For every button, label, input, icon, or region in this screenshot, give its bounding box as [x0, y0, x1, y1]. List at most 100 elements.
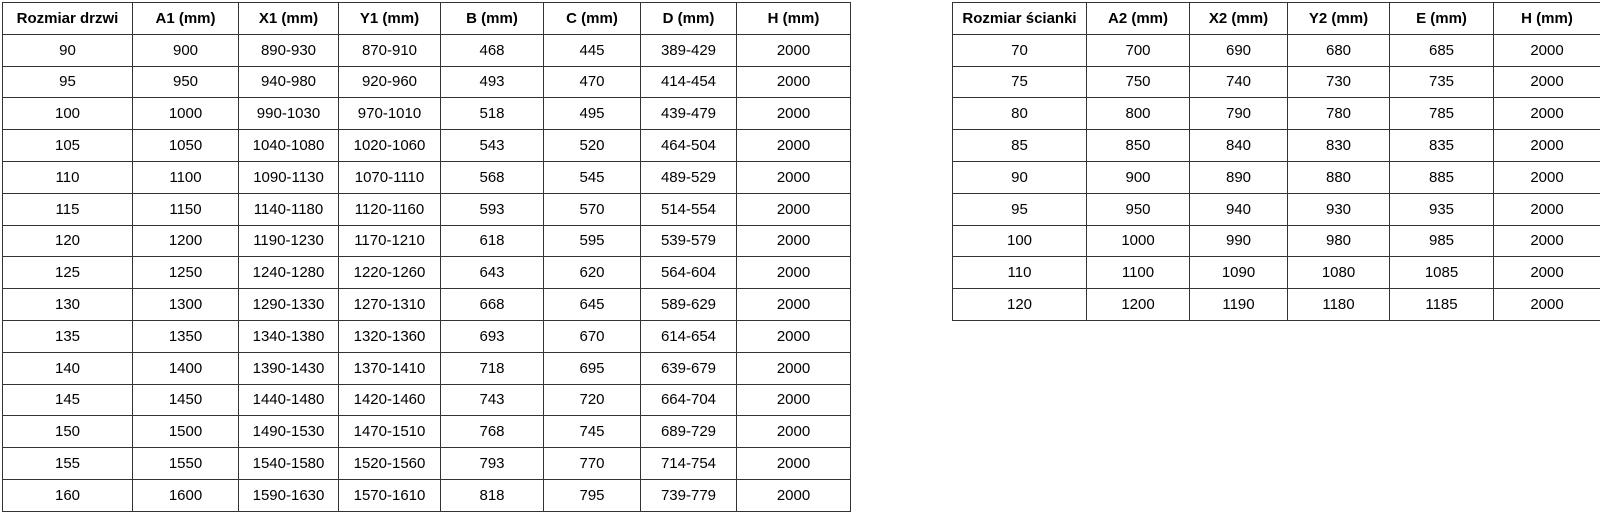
table-row: 85 850 840 830 835 2000: [952, 129, 1600, 162]
table-cell: 1200: [132, 224, 239, 258]
table-cell: 1000: [132, 97, 239, 131]
table-cell: 695: [543, 351, 641, 385]
table-cell: 2000: [736, 224, 851, 258]
table-cell: 718: [440, 351, 544, 385]
table-cell: 2000: [1493, 97, 1600, 131]
table-cell: 2000: [736, 447, 851, 480]
table-cell: 950: [1086, 192, 1190, 226]
table-cell: 2000: [736, 478, 851, 512]
table-cell: 785: [1389, 97, 1494, 131]
table-cell: 870-910: [338, 33, 441, 67]
table-cell: 1080: [1287, 256, 1390, 290]
table-cell: 2000: [1493, 129, 1600, 162]
table-row: 110 1100 1090-1130 1070-1110 568 545 489-529 20…: [2, 160, 851, 194]
table-cell: 495: [543, 97, 641, 131]
table-cell: 1000: [1086, 224, 1190, 258]
table-cell: 940-980: [238, 65, 339, 99]
table-cell: 730: [1287, 65, 1390, 99]
table-cell: 1390-1430: [238, 351, 339, 385]
door-size-table: Rozmiar drzwi A1 (mm) X1 (mm) Y1 (mm) B (mm)…: [2, 2, 851, 512]
table-cell: 1290-1330: [238, 288, 339, 321]
table-cell: 95: [952, 192, 1087, 226]
table-row: 95 950 940-980 920-960 493 470 414-454 2000: [2, 65, 851, 99]
table-cell: 1190-1230: [238, 224, 339, 258]
table-cell: 689-729: [640, 415, 737, 449]
table-cell: 2000: [736, 160, 851, 194]
table-cell: 85: [952, 129, 1087, 162]
table-cell: 70: [952, 33, 1087, 67]
table-cell: 1185: [1389, 288, 1494, 321]
table-cell: 100: [952, 224, 1087, 258]
column-header: Y1 (mm): [338, 2, 441, 35]
table-cell: 1550: [132, 447, 239, 480]
table-cell: 2000: [1493, 256, 1600, 290]
table-cell: 2000: [1493, 33, 1600, 67]
table-cell: 1370-1410: [338, 351, 441, 385]
table-cell: 790: [1189, 97, 1288, 131]
table-cell: 135: [2, 319, 133, 353]
table-cell: 850: [1086, 129, 1190, 162]
table-cell: 2000: [736, 192, 851, 226]
table-cell: 1170-1210: [338, 224, 441, 258]
table-cell: 985: [1389, 224, 1494, 258]
table-cell: 900: [1086, 160, 1190, 194]
table-cell: 770: [543, 447, 641, 480]
table-cell: 539-579: [640, 224, 737, 258]
table-cell: 545: [543, 160, 641, 194]
table-cell: 1600: [132, 478, 239, 512]
table-cell: 890: [1189, 160, 1288, 194]
table-cell: 1200: [1086, 288, 1190, 321]
table-cell: 840: [1189, 129, 1288, 162]
table-cell: 2000: [1493, 288, 1600, 321]
table-cell: 1440-1480: [238, 383, 339, 417]
table-cell: 2000: [736, 351, 851, 385]
table-cell: 2000: [736, 319, 851, 353]
column-header: X2 (mm): [1189, 2, 1288, 35]
header-row: Rozmiar drzwi A1 (mm) X1 (mm) Y1 (mm) B (mm)…: [2, 2, 851, 35]
table-cell: 1350: [132, 319, 239, 353]
table-cell: 589-629: [640, 288, 737, 321]
table-cell: 493: [440, 65, 544, 99]
table-cell: 1490-1530: [238, 415, 339, 449]
table-cell: 1340-1380: [238, 319, 339, 353]
table-cell: 735: [1389, 65, 1494, 99]
table-cell: 1540-1580: [238, 447, 339, 480]
table-row: 125 1250 1240-1280 1220-1260 643 620 564-604 20…: [2, 256, 851, 290]
table-cell: 664-704: [640, 383, 737, 417]
column-header: H (mm): [1493, 2, 1600, 35]
table-cell: 100: [2, 97, 133, 131]
table-row: 120 1200 1190 1180 1185 2000: [952, 288, 1600, 321]
table-cell: 2000: [736, 256, 851, 290]
table-cell: 643: [440, 256, 544, 290]
table-cell: 818: [440, 478, 544, 512]
table-cell: 668: [440, 288, 544, 321]
table-cell: 940: [1189, 192, 1288, 226]
table-row: 90 900 890 880 885 2000: [952, 160, 1600, 194]
table-cell: 155: [2, 447, 133, 480]
table-cell: 595: [543, 224, 641, 258]
table-cell: 970-1010: [338, 97, 441, 131]
table-cell: 95: [2, 65, 133, 99]
table-cell: 795: [543, 478, 641, 512]
table-row: 75 750 740 730 735 2000: [952, 65, 1600, 99]
table-cell: 700: [1086, 33, 1190, 67]
table-row: 135 1350 1340-1380 1320-1360 693 670 614-654 20…: [2, 319, 851, 353]
table-cell: 2000: [736, 33, 851, 67]
table-row: 100 1000 990 980 985 2000: [952, 224, 1600, 258]
table-cell: 745: [543, 415, 641, 449]
table-cell: 890-930: [238, 33, 339, 67]
column-header: Rozmiar drzwi: [2, 2, 133, 35]
table-cell: 1190: [1189, 288, 1288, 321]
table-cell: 1050: [132, 129, 239, 162]
table-cell: 1020-1060: [338, 129, 441, 162]
table-cell: 470: [543, 65, 641, 99]
table-cell: 414-454: [640, 65, 737, 99]
table-cell: 564-604: [640, 256, 737, 290]
table-cell: 1090: [1189, 256, 1288, 290]
column-header: A2 (mm): [1086, 2, 1190, 35]
table-cell: 543: [440, 129, 544, 162]
table-row: 100 1000 990-1030 970-1010 518 495 439-479 2000: [2, 97, 851, 131]
table-cell: 518: [440, 97, 544, 131]
table-cell: 115: [2, 192, 133, 226]
